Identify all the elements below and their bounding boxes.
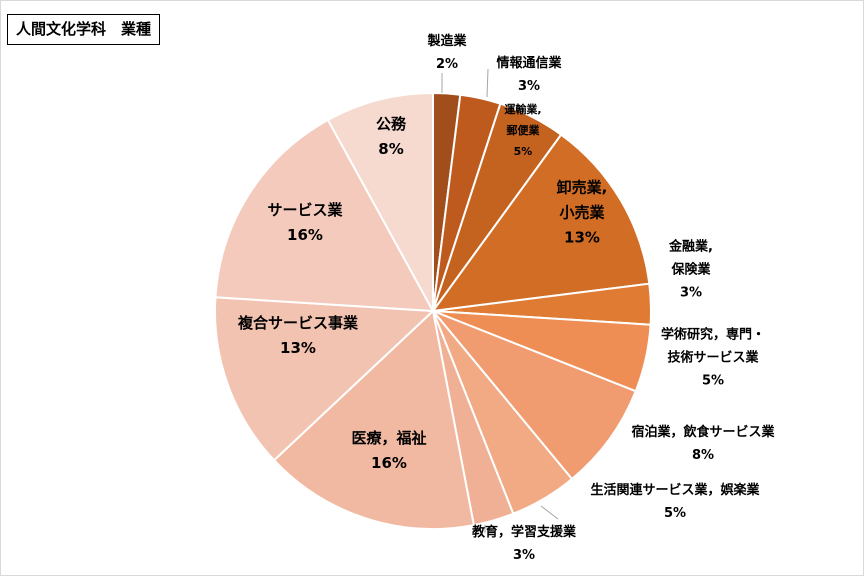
slice-category-13: 公務 <box>376 115 407 133</box>
slice-category-3: 郵便業 <box>507 123 541 137</box>
slice-category-5: 保険業 <box>670 262 711 278</box>
slice-percent-8: 5% <box>664 506 686 521</box>
slice-label-3: 運輸業, 郵便業 5% <box>504 102 541 158</box>
pie-slice-12 <box>214 118 435 313</box>
slice-percent-5: 3% <box>680 286 702 301</box>
slice-percent-1: 2% <box>436 57 458 72</box>
slice-percent-10: 16% <box>371 454 407 472</box>
slice-category-2: 情報通信業 <box>496 55 562 71</box>
slice-label-4: 卸売業, 小売業 13% <box>557 179 608 247</box>
slice-label-7: 宿泊業，飲食サービス業 8% <box>631 424 775 463</box>
slice-labels: 製造業 2% 情報通信業 3% 運輸業, 郵便業 5% 卸売業, 小売業 13% 金融業, 保険業 3%… <box>237 33 776 563</box>
slice-category-5: 金融業, <box>668 239 713 255</box>
slice-category-8: 生活関連サービス業，娯楽業 <box>590 482 760 498</box>
slice-category-11: 複合サービス事業 <box>237 314 359 332</box>
slice-percent-11: 13% <box>280 339 316 357</box>
slice-category-4: 卸売業, <box>557 179 608 197</box>
slice-category-9: 教育，学習支援業 <box>471 524 577 540</box>
slice-percent-13: 8% <box>378 140 403 158</box>
pie-slice-11 <box>214 296 436 462</box>
pie-slice-10 <box>272 309 476 530</box>
slice-category-4: 小売業 <box>559 204 605 222</box>
slice-label-12: サービス業 16% <box>267 201 343 244</box>
slice-label-1: 製造業 2% <box>426 33 467 72</box>
pie-slice-13 <box>326 91 434 312</box>
leader-line-8 <box>540 505 559 520</box>
slice-category-12: サービス業 <box>267 201 343 219</box>
slice-category-10: 医療，福祉 <box>351 429 426 447</box>
slice-label-11: 複合サービス事業 13% <box>237 314 359 357</box>
pie-slices <box>214 91 652 530</box>
slice-percent-12: 16% <box>287 226 323 244</box>
leader-lines <box>441 68 559 533</box>
slice-label-13: 公務 8% <box>376 115 407 158</box>
slice-category-7: 宿泊業，飲食サービス業 <box>631 424 775 440</box>
slice-label-6: 学術研究，専門・技術サービス業 5% <box>661 327 765 389</box>
slice-category-6: 学術研究，専門・ <box>661 327 765 343</box>
slice-percent-4: 13% <box>564 229 600 247</box>
slice-percent-2: 3% <box>518 79 540 94</box>
chart-title: 人間文化学科 業種 <box>7 14 161 45</box>
slice-percent-9: 3% <box>513 548 535 563</box>
slice-label-10: 医療，福祉 16% <box>351 429 426 472</box>
slice-label-8: 生活関連サービス業，娯楽業 5% <box>590 482 760 521</box>
slice-category-1: 製造業 <box>426 33 467 49</box>
slice-category-6: 技術サービス業 <box>667 350 759 366</box>
slice-label-5: 金融業, 保険業 3% <box>668 239 713 301</box>
slice-percent-7: 8% <box>692 448 714 463</box>
slice-percent-3: 5% <box>514 145 533 158</box>
slice-percent-6: 5% <box>702 374 724 389</box>
pie-slice-7 <box>432 310 637 481</box>
slice-category-3: 運輸業, <box>504 102 541 116</box>
leader-line-2 <box>486 68 489 98</box>
slice-label-2: 情報通信業 3% <box>496 55 562 94</box>
slice-label-9: 教育，学習支援業 3% <box>471 524 577 563</box>
pie-slice-4 <box>430 133 651 313</box>
